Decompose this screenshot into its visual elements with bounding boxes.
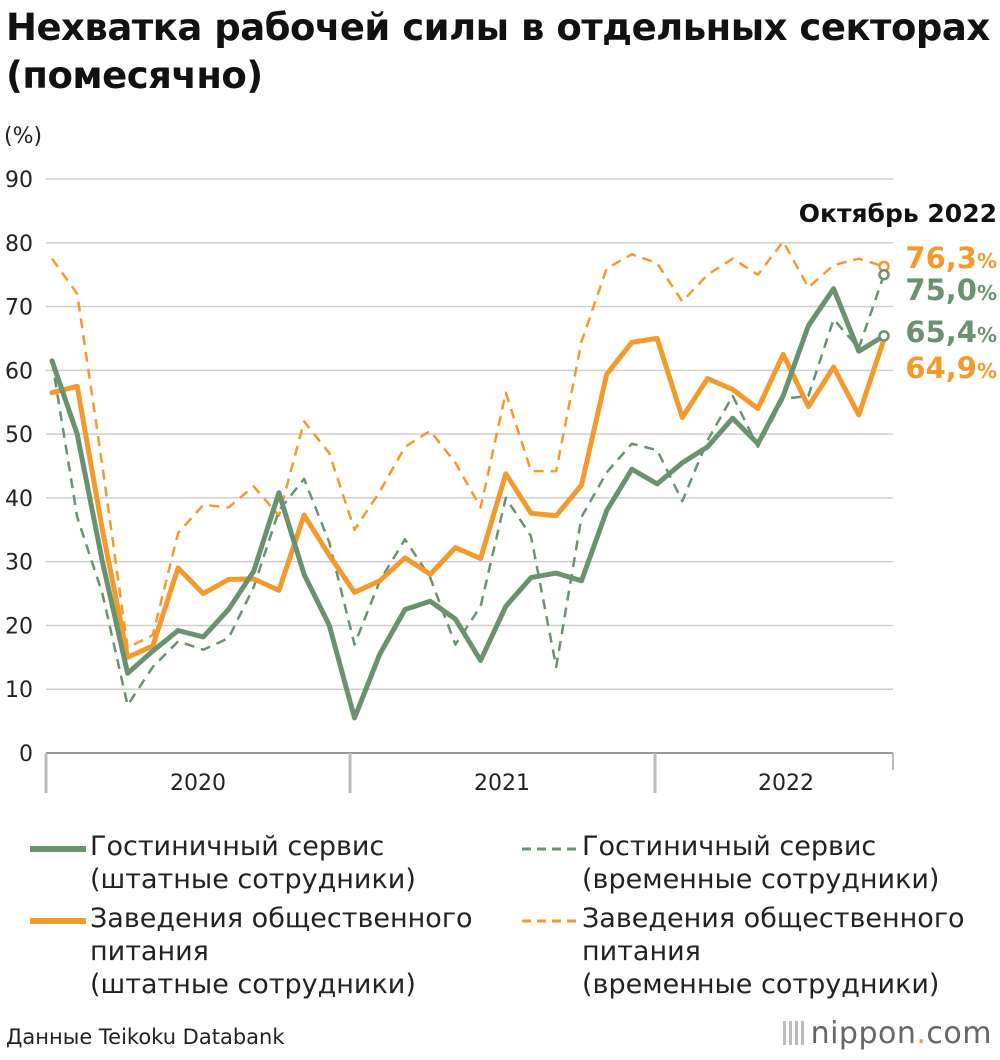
legend-label: Гостиничный сервис (временные сотрудники… (582, 831, 940, 895)
year-label: 2022 (758, 771, 814, 796)
y-tick-label: 70 (5, 296, 33, 321)
y-tick-label: 20 (5, 614, 33, 639)
end-value-label: 75,0% (905, 273, 997, 307)
y-tick-label: 0 (19, 742, 33, 767)
end-value-label: 76,3% (905, 241, 997, 275)
legend-label: Заведения общественного питания (штатные… (90, 903, 473, 1000)
series-line-2 (49, 335, 887, 660)
legend-label: Заведения общественного питания (временн… (582, 903, 965, 1000)
y-tick-label: 50 (5, 423, 33, 448)
legend-swatch-solid-green (30, 846, 86, 852)
year-label: 2020 (170, 771, 226, 796)
end-point-marker (878, 330, 890, 342)
y-tick-label: 10 (5, 678, 33, 703)
y-tick-label: 40 (5, 487, 33, 512)
brand-logo[interactable]: nippon.com (782, 1016, 992, 1051)
end-value-label: 64,9% (905, 351, 997, 385)
logo-bars-icon (782, 1021, 805, 1045)
legend-label: Гостиничный сервис (штатные сотрудники) (90, 831, 416, 895)
legend-swatch-dashed-green (522, 847, 578, 851)
end-value-label: 65,4% (905, 315, 997, 349)
y-axis-unit: (%) (4, 124, 42, 149)
y-tick-label: 80 (5, 232, 33, 257)
series-line-0 (49, 286, 887, 721)
end-point-marker (878, 268, 890, 281)
legend-swatch-solid-orange (30, 918, 86, 924)
series-line-3 (50, 240, 885, 650)
line-chart: (%) 0 10 20 30 40 50 60 70 80 90 2020 2021 2022 Октябр… (4, 124, 997, 796)
series-line-1 (50, 274, 886, 707)
source-note: Данные Teikoku Databank (6, 1025, 285, 1049)
year-label: 2021 (474, 771, 530, 796)
chart-title: Нехватка рабочей силы в отдельных сектор… (6, 6, 990, 97)
y-tick-label: 60 (5, 359, 33, 384)
y-tick-label: 90 (5, 168, 33, 193)
legend-swatch-dashed-orange (522, 919, 578, 923)
annotation-october-2022: Октябрь 2022 (799, 199, 997, 228)
y-tick-label: 30 (5, 551, 33, 576)
